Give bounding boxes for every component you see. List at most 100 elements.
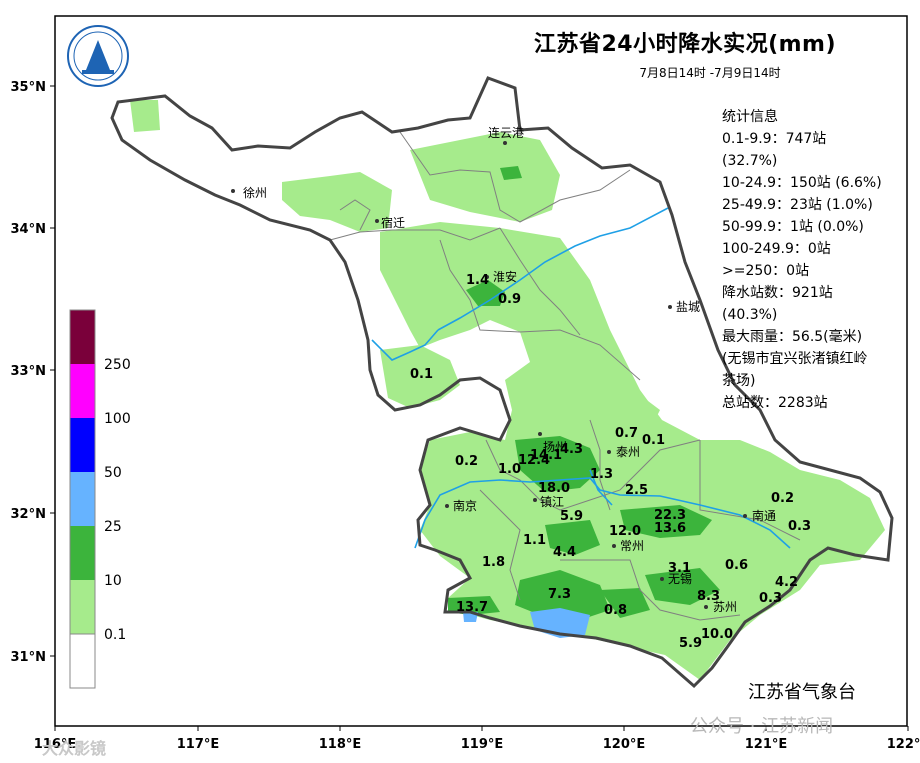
rain-value: 4.3 [560, 442, 583, 457]
y-tick-label: 33°N [11, 364, 46, 379]
map-title: 江苏省24小时降水实况(mm) [533, 32, 837, 57]
rain-value: 0.9 [498, 292, 521, 307]
rain-value: 12.4 [518, 453, 550, 468]
x-tick-label: 117°E [177, 737, 220, 752]
city-dot [607, 450, 611, 454]
y-tick-label: 35°N [11, 80, 46, 95]
legend-swatch [70, 418, 95, 472]
city-label: 苏州 [713, 600, 737, 614]
rain-value: 14.1 [530, 448, 562, 463]
rain-value: 0.8 [604, 603, 627, 618]
y-axis-ticks: 35°N 34°N 33°N 32°N 31°N [11, 80, 55, 665]
city-label: 南京 [453, 498, 477, 513]
city-label: 盐城 [676, 300, 700, 314]
rain-value: 1.8 [482, 555, 505, 570]
stats-panel: 统计信息 0.1-9.9：747站 (32.7%) 10-24.9：150站 (… [722, 106, 912, 414]
district-borders [329, 131, 801, 621]
stats-line: (40.3%) [722, 307, 778, 323]
legend-swatch [70, 472, 95, 526]
rain-value: 1.4 [466, 273, 489, 288]
rain-value: 13.7 [456, 600, 488, 615]
city-label: 连云港 [488, 125, 524, 140]
legend-label: 50 [104, 465, 122, 481]
rain-value: 0.6 [725, 558, 748, 573]
city-dot [668, 305, 672, 309]
city-label: 淮安 [493, 269, 517, 284]
rain-value: 10.0 [701, 627, 733, 642]
stats-line: 茶场) [722, 373, 756, 389]
city-label: 泰州 [616, 445, 640, 459]
rain-10-25-areas [448, 166, 720, 620]
rain-value: 12.0 [609, 524, 641, 539]
stats-line: 50-99.9：1站 (0.0%) [722, 219, 864, 235]
rain-value: 8.3 [697, 589, 720, 604]
rivers [371, 207, 791, 549]
x-tick-label: 122°E [887, 737, 920, 752]
organization-label: 江苏省气象台 [748, 682, 856, 703]
rain-value: 1.0 [498, 462, 521, 477]
city-label: 宿迁 [381, 215, 405, 230]
y-tick-label: 34°N [11, 222, 46, 237]
legend-frame [69, 309, 96, 689]
city-dot [743, 514, 747, 518]
rain-value: 13.6 [654, 521, 686, 536]
stats-line: 降水站数：921站 [722, 285, 833, 301]
rain-value: 1.1 [523, 533, 546, 548]
rain-value: 4.2 [775, 575, 798, 590]
rain-value: 0.2 [455, 454, 478, 469]
rain-value: 0.7 [615, 426, 638, 441]
legend-label: 10 [104, 573, 122, 589]
city-label: 无锡 [668, 571, 692, 586]
rain-value: 4.4 [553, 545, 576, 560]
y-tick-label: 32°N [11, 507, 46, 522]
stats-line: (32.7%) [722, 153, 778, 169]
x-axis-ticks: 116°E 117°E 118°E 119°E 120°E 121°E 122°E [34, 726, 920, 752]
rain-value: 2.5 [625, 483, 648, 498]
x-tick-label: 118°E [319, 737, 362, 752]
rain-value: 0.2 [771, 491, 794, 506]
city-label: 常州 [620, 539, 644, 553]
legend-label: 25 [104, 519, 122, 535]
city-dot [375, 219, 379, 223]
legend-swatch [69, 633, 96, 689]
plot-frame [54, 15, 908, 727]
legend-swatch [70, 526, 95, 580]
stats-line: (无锡市宜兴张渚镇红岭 [722, 351, 868, 367]
watermark: 公众号 · 江苏新闻 [690, 716, 834, 737]
city-label: 徐州 [243, 185, 267, 200]
city-label: 镇江 [540, 495, 564, 509]
rain-value: 0.1 [642, 433, 665, 448]
province-border [110, 76, 894, 689]
rain-value: 0.3 [759, 591, 782, 606]
rain-value: 0.3 [788, 519, 811, 534]
stats-heading: 统计信息 [722, 109, 778, 125]
rain-value: 5.9 [560, 509, 583, 524]
legend-swatch [70, 310, 95, 364]
x-tick-label: 119°E [461, 737, 504, 752]
stats-line: 10-24.9：150站 (6.6%) [722, 175, 882, 191]
rain-value: 5.9 [679, 636, 702, 651]
city-dot [445, 504, 449, 508]
legend-swatch [70, 580, 95, 634]
weather-bureau-logo [67, 25, 129, 87]
city-dot [704, 605, 708, 609]
stats-line: >=250：0站 [722, 263, 810, 279]
rain-value: 1.3 [590, 467, 613, 482]
city-label: 扬州 [543, 439, 567, 454]
city-dot [538, 432, 542, 436]
rain-value-labels: 1.4 0.9 0.1 0.7 0.1 0.2 1.012.414.14.3 1.3 18.0 2… [410, 273, 811, 651]
y-tick-label: 31°N [11, 650, 46, 665]
x-tick-label: 121°E [745, 737, 788, 752]
x-tick-label: 120°E [603, 737, 646, 752]
legend: 250 100 50 25 10 0.1 [69, 309, 131, 689]
city-dot [485, 275, 489, 279]
city-dot [503, 141, 507, 145]
city-label: 南通 [752, 508, 776, 523]
x-tick-label: 116°E [34, 737, 77, 752]
rain-value: 0.1 [410, 367, 433, 382]
stats-line: 0.1-9.9：747站 [722, 131, 827, 147]
rain-value: 7.3 [548, 587, 571, 602]
rain-value: 22.3 [654, 508, 686, 523]
